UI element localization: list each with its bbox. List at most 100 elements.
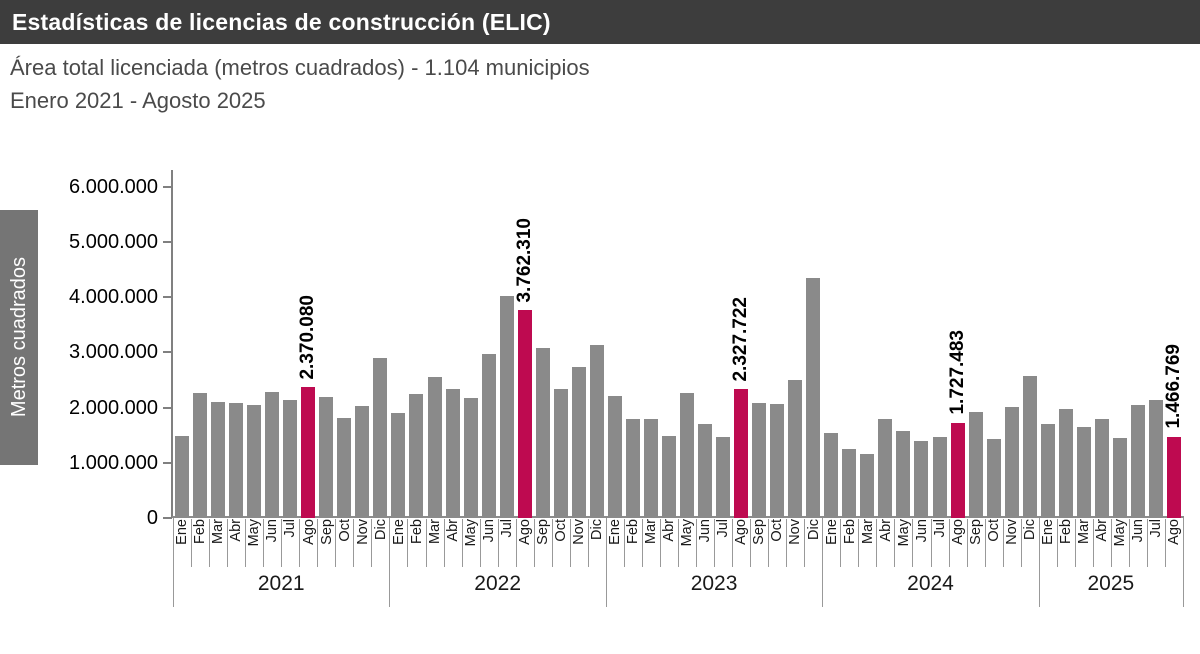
year-label: 2021 [257,572,305,595]
month-label: Sep [318,519,335,545]
month-label-cell: May [1110,519,1129,567]
month-label: Ago [300,519,317,545]
month-label: Nov [571,519,588,545]
y-axis-tick [163,351,172,354]
bar-value-label: 2.370.080 [297,294,319,380]
month-label: Abr [1094,519,1111,542]
bar-2024-abr [878,419,893,518]
month-label: Dic [589,519,606,540]
month-label-cell: Oct [768,519,786,567]
month-label: Mar [643,519,660,544]
month-label: Feb [1058,519,1075,544]
month-label: Jul [1148,519,1165,538]
bar-value-label: 1.727.483 [946,330,968,415]
month-label-cell: Dic [804,519,822,567]
month-label-cell: Jul [930,519,949,567]
bar-2023-jun [698,423,713,518]
bar-2022-feb [409,393,424,518]
month-label: Oct [336,519,353,542]
y-axis-tick [163,406,172,409]
month-label-cell: Abr [876,519,894,567]
y-axis-tick [163,461,172,464]
y-axis-tick-label: 0 [146,507,158,529]
bar-2025-jul [1148,400,1163,518]
month-label-cell: Jun [696,519,714,567]
month-label-cell: Ene [173,519,191,567]
month-label: Jul [498,519,515,538]
month-label-cell: Nov [786,519,804,567]
year-label: 2022 [474,572,521,595]
month-label-cell: May [678,519,696,567]
month-label-cell: Mar [1074,519,1093,567]
month-label: Dic [805,519,822,540]
bar-2023-sep [752,403,767,518]
bar-2025-may [1112,437,1127,518]
y-axis-tick-label: 2.000.000 [69,396,158,419]
month-label-cell: Dic [587,519,606,567]
bar-2022-oct [553,389,568,518]
month-label-cell: May [894,519,912,567]
bar-2025-ene [1040,424,1055,518]
y-axis-tick [163,517,172,519]
month-label-cell: Ene [822,519,840,567]
year-separator [1183,518,1184,607]
month-label: Ago [733,519,750,545]
bar-2023-nov [788,380,803,518]
month-label: May [1112,519,1129,547]
year-separator [1038,518,1040,607]
month-label-cell: Jul [281,519,299,567]
bar-2024-nov [1004,406,1019,518]
year-separator [822,518,824,607]
year-label: 2023 [690,572,738,595]
bar-2025-feb [1058,409,1073,518]
month-label: Nov [354,519,371,545]
month-label-cell: Ago [948,519,967,567]
month-label-cell: Feb [191,519,209,567]
month-label: Feb [625,519,642,544]
bar-2021-mar [211,401,226,518]
bar-2023-ago [734,389,749,518]
month-label: Mar [210,519,227,544]
month-label: Sep [534,519,551,545]
month-label-cell: Nov [569,519,588,567]
month-label: Ene [607,519,624,545]
month-label-cell: Sep [317,519,335,567]
y-axis-label-band: Metros cuadrados [0,210,38,465]
month-label-cell: Abr [659,519,678,567]
bar-2022-may [463,397,478,518]
month-label-cell: Ene [605,519,624,567]
month-label: Abr [228,519,245,542]
month-label: Jul [282,519,299,538]
month-label-cell: Abr [443,519,462,567]
bar-2021-ene [175,436,190,518]
bar-2021-may [247,405,262,518]
y-axis-tick-label: 5.000.000 [69,230,158,253]
y-axis-tick-label: 6.000.000 [69,175,158,198]
month-label: May [462,519,479,547]
bar-2022-ene [391,413,406,518]
month-label-cell: Mar [209,519,227,567]
month-label-cell: May [461,519,480,567]
y-axis-line [171,170,173,518]
bar-2023-dic [806,278,821,518]
bar-2025-jun [1130,405,1145,518]
month-label-cell: Jul [714,519,732,567]
bar-2023-mar [643,418,658,518]
month-label-cell: Oct [335,519,353,567]
month-label-cell: Abr [227,519,245,567]
bar-2021-jun [265,392,280,518]
month-label: Dic [372,519,389,540]
month-label: Oct [769,519,786,542]
bar-2021-oct [337,418,352,518]
month-label-cell: Jun [1128,519,1147,567]
month-label-cell: Mar [858,519,876,567]
bar-2022-sep [535,348,550,518]
bar-2022-mar [427,377,442,518]
month-label: Oct [553,519,570,542]
subtitle-period-line: Enero 2021 - Agosto 2025 [10,88,266,113]
month-label: Jun [697,519,714,543]
month-label: May [679,519,696,547]
bar-2024-may [896,430,911,518]
month-label: May [246,519,263,547]
